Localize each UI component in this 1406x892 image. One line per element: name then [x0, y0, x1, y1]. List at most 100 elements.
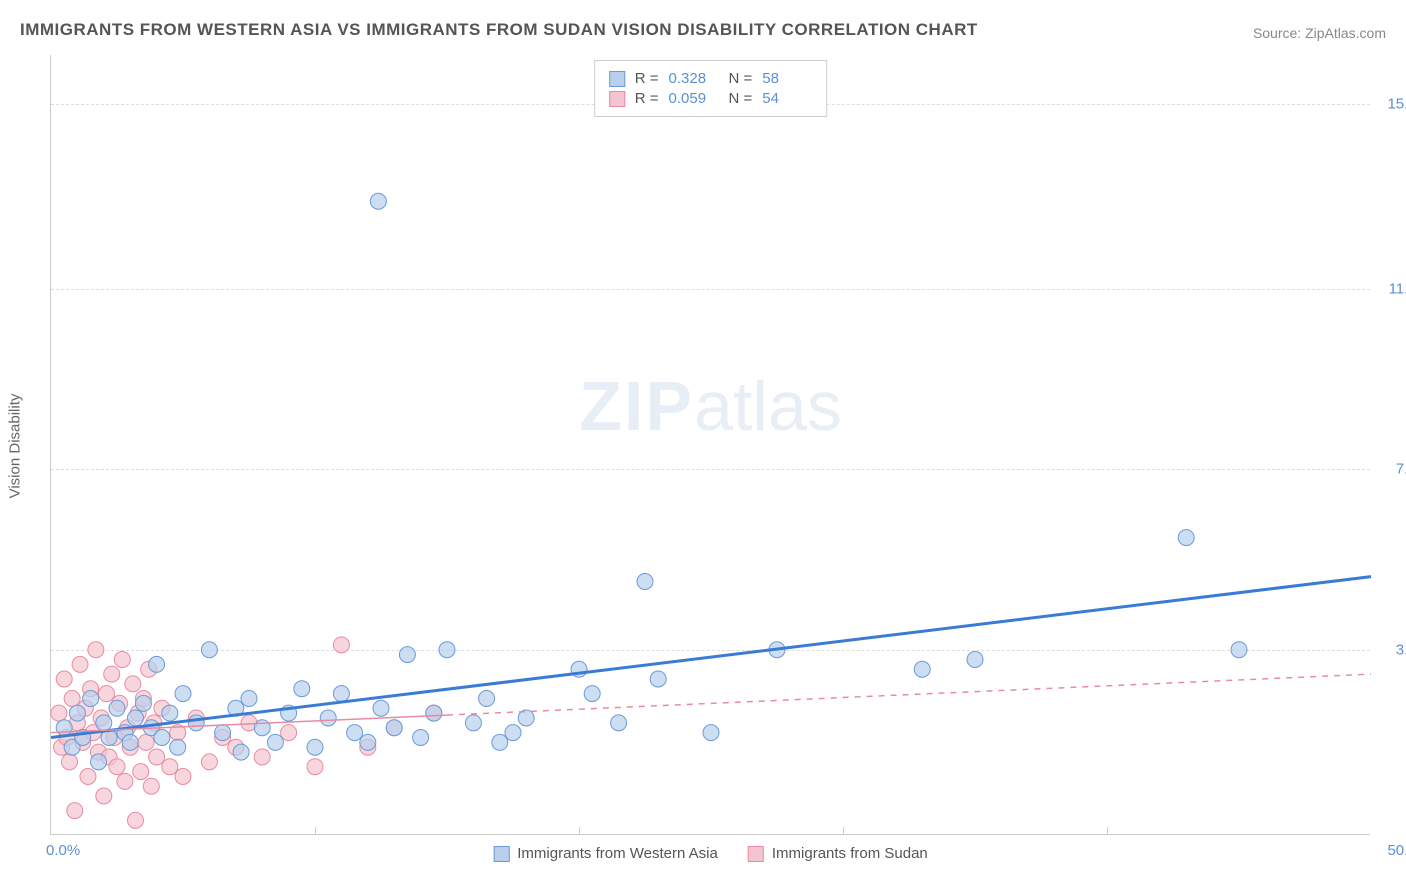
data-point	[69, 705, 85, 721]
data-point	[149, 749, 165, 765]
data-point	[154, 730, 170, 746]
data-point	[294, 681, 310, 697]
data-point	[370, 193, 386, 209]
y-tick-label: 3.8%	[1396, 641, 1406, 658]
legend: Immigrants from Western Asia Immigrants f…	[493, 845, 928, 862]
legend-label: Immigrants from Sudan	[772, 845, 928, 862]
scatter-plot	[51, 55, 1370, 834]
source-label: Source: ZipAtlas.com	[1253, 25, 1386, 41]
data-point	[143, 778, 159, 794]
data-point	[254, 720, 270, 736]
data-point	[399, 647, 415, 663]
trend-line	[51, 577, 1371, 738]
data-point	[373, 700, 389, 716]
legend-swatch	[748, 846, 764, 862]
legend-item: Immigrants from Western Asia	[493, 845, 718, 862]
data-point	[347, 725, 363, 741]
data-point	[492, 734, 508, 750]
data-point	[125, 676, 141, 692]
data-point	[175, 769, 191, 785]
data-point	[51, 705, 67, 721]
data-point	[80, 769, 96, 785]
data-point	[88, 642, 104, 658]
data-point	[320, 710, 336, 726]
data-point	[61, 754, 77, 770]
data-point	[637, 574, 653, 590]
stats-row: R = 0.328 N = 58	[609, 70, 813, 87]
stat-n-label: N =	[729, 90, 753, 107]
data-point	[170, 739, 186, 755]
stat-n-label: N =	[729, 70, 753, 87]
data-point	[175, 686, 191, 702]
data-point	[127, 710, 143, 726]
data-point	[703, 725, 719, 741]
data-point	[241, 691, 257, 707]
data-point	[56, 671, 72, 687]
data-point	[307, 759, 323, 775]
series-swatch	[609, 71, 625, 87]
data-point	[67, 803, 83, 819]
chart-container: IMMIGRANTS FROM WESTERN ASIA VS IMMIGRAN…	[0, 0, 1406, 892]
data-point	[114, 652, 130, 668]
data-point	[64, 691, 80, 707]
data-point	[333, 637, 349, 653]
data-point	[1178, 530, 1194, 546]
data-point	[56, 720, 72, 736]
data-point	[611, 715, 627, 731]
data-point	[188, 715, 204, 731]
y-axis-title: Vision Disability	[7, 394, 24, 499]
data-point	[505, 725, 521, 741]
data-point	[201, 642, 217, 658]
data-point	[162, 759, 178, 775]
data-point	[96, 788, 112, 804]
data-point	[360, 734, 376, 750]
data-point	[1231, 642, 1247, 658]
y-tick-label: 7.5%	[1396, 461, 1406, 478]
data-point	[72, 656, 88, 672]
stat-n-value: 58	[762, 70, 812, 87]
data-point	[127, 812, 143, 828]
chart-title: IMMIGRANTS FROM WESTERN ASIA VS IMMIGRAN…	[20, 20, 978, 40]
stat-n-value: 54	[762, 90, 812, 107]
data-point	[307, 739, 323, 755]
data-point	[465, 715, 481, 731]
data-point	[281, 725, 297, 741]
data-point	[83, 691, 99, 707]
stat-r-value: 0.328	[669, 70, 719, 87]
data-point	[215, 725, 231, 741]
data-point	[109, 759, 125, 775]
data-point	[267, 734, 283, 750]
correlation-stats-box: R = 0.328 N = 58R = 0.059 N = 54	[594, 60, 828, 117]
data-point	[967, 652, 983, 668]
data-point	[162, 705, 178, 721]
data-point	[426, 705, 442, 721]
data-point	[117, 773, 133, 789]
data-point	[98, 686, 114, 702]
legend-swatch	[493, 846, 509, 862]
data-point	[584, 686, 600, 702]
stat-r-label: R =	[635, 70, 659, 87]
data-point	[149, 656, 165, 672]
data-point	[479, 691, 495, 707]
data-point	[122, 734, 138, 750]
y-tick-label: 11.2%	[1389, 281, 1406, 298]
x-axis-max-label: 50.0%	[1387, 842, 1406, 859]
data-point	[104, 666, 120, 682]
data-point	[135, 695, 151, 711]
data-point	[138, 734, 154, 750]
stat-r-value: 0.059	[669, 90, 719, 107]
x-axis-min-label: 0.0%	[46, 842, 80, 859]
series-swatch	[609, 91, 625, 107]
data-point	[254, 749, 270, 765]
data-point	[333, 686, 349, 702]
data-point	[201, 754, 217, 770]
data-point	[133, 764, 149, 780]
data-point	[233, 744, 249, 760]
legend-item: Immigrants from Sudan	[748, 845, 928, 862]
data-point	[91, 754, 107, 770]
data-point	[413, 730, 429, 746]
plot-area: ZIPatlas 3.8%7.5%11.2%15.0% R =0.328N =5…	[50, 55, 1370, 835]
legend-label: Immigrants from Western Asia	[517, 845, 718, 862]
data-point	[109, 700, 125, 716]
data-point	[439, 642, 455, 658]
